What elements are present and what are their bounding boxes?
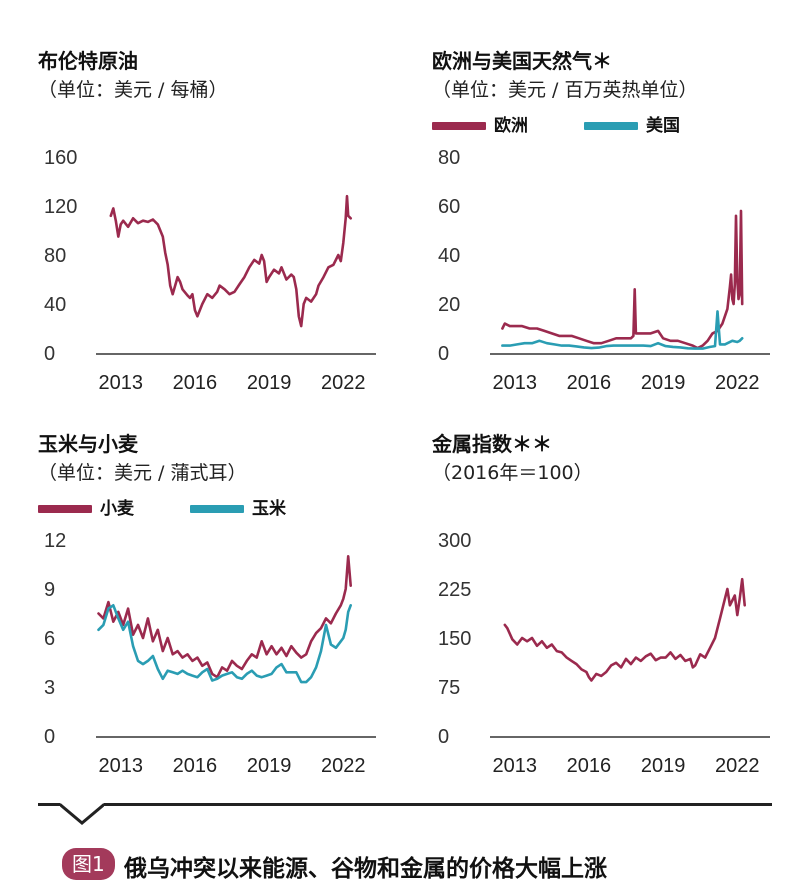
x-tick-label: 2022: [321, 755, 366, 777]
x-tick-label: 2016: [567, 372, 612, 394]
legend-label: 美国: [646, 116, 680, 136]
y-tick-label: 40: [438, 245, 460, 267]
chart-panel-gas: 欧洲与美国天然气＊ （单位：美元 / 百万英热单位） 欧洲 美国 0 20 40 60…: [432, 45, 800, 415]
legend-item-corn: 玉米: [190, 494, 286, 519]
chart-subtitle: （单位：美元 / 蒲式耳）: [38, 462, 247, 484]
chart-title: 布伦特原油: [38, 49, 138, 73]
chart-panel-grains: 玉米与小麦 （单位：美元 / 蒲式耳） 小麦 玉米 0 3 6 9 12 2013 2016…: [38, 428, 408, 798]
y-tick-label: 40: [44, 294, 66, 316]
y-tick-label: 3: [44, 677, 55, 699]
figure-badge: 图1: [62, 848, 115, 880]
chart-title: 玉米与小麦: [38, 432, 138, 456]
chart-plot: 0 3 6 9 12 2013 2016 2019 2022: [44, 530, 376, 777]
x-tick-label: 2022: [321, 372, 366, 394]
series-line-1: [501, 310, 744, 350]
x-tick-label: 2013: [98, 372, 142, 394]
chart-panel-metals: 金属指数＊＊ （2016年＝100） 0 75 150 225 300 2013 2016 2…: [432, 428, 800, 798]
y-tick-label: 150: [438, 628, 471, 650]
y-tick-label: 0: [438, 343, 449, 365]
x-tick-label: 2019: [641, 755, 686, 777]
footer-divider: [38, 803, 772, 806]
legend-item-europe: 欧洲: [432, 111, 528, 136]
series-line-0: [501, 209, 744, 350]
x-tick-label: 2013: [492, 372, 537, 394]
y-tick-label: 120: [44, 196, 77, 218]
footer-notch-icon: [60, 803, 104, 825]
chart-plot: 0 40 80 120 160 2013 2016 2019 2022: [44, 147, 376, 394]
chart-panel-brent: 布伦特原油 （单位：美元 / 每桶） 0 40 80 120 160 2013 2016 20…: [38, 45, 408, 415]
series-line-0: [97, 555, 353, 679]
y-tick-label: 225: [438, 579, 471, 601]
legend-swatch: [584, 122, 638, 130]
legend-item-us: 美国: [584, 111, 680, 136]
legend-label: 玉米: [252, 499, 286, 519]
figure-caption: 俄乌冲突以来能源、谷物和金属的价格大幅上涨: [124, 856, 607, 882]
chart-title: 欧洲与美国天然气＊: [432, 49, 612, 73]
series-line-main: [109, 194, 353, 328]
x-tick-label: 2022: [715, 755, 760, 777]
y-tick-label: 300: [438, 530, 471, 552]
y-tick-label: 160: [44, 147, 77, 169]
y-tick-label: 80: [438, 147, 460, 169]
y-tick-label: 0: [438, 726, 449, 748]
chart-subtitle: （单位：美元 / 百万英热单位）: [432, 79, 698, 101]
x-tick-label: 2016: [173, 372, 218, 394]
y-tick-label: 12: [44, 530, 66, 552]
y-tick-label: 0: [44, 726, 55, 748]
chart-plot: 0 75 150 225 300 2013 2016 2019 2022: [438, 530, 770, 777]
chart-plot: 0 20 40 60 80 2013 2016 2019 2022: [438, 147, 770, 394]
x-tick-label: 2019: [247, 372, 292, 394]
legend-swatch: [38, 505, 92, 513]
x-tick-label: 2019: [641, 372, 686, 394]
series-line-1: [97, 604, 353, 684]
y-tick-label: 20: [438, 294, 460, 316]
y-tick-label: 0: [44, 343, 55, 365]
y-tick-label: 80: [44, 245, 66, 267]
x-tick-label: 2019: [247, 755, 292, 777]
y-tick-label: 75: [438, 677, 460, 699]
x-tick-label: 2022: [715, 372, 760, 394]
x-tick-label: 2016: [567, 755, 612, 777]
legend-swatch: [190, 505, 244, 513]
chart-subtitle: （2016年＝100）: [432, 462, 593, 484]
x-tick-label: 2016: [173, 755, 218, 777]
legend-item-wheat: 小麦: [38, 494, 134, 519]
x-tick-label: 2013: [492, 755, 537, 777]
legend-swatch: [432, 122, 486, 130]
legend-label: 小麦: [100, 499, 134, 519]
chart-title: 金属指数＊＊: [432, 432, 552, 456]
y-tick-label: 6: [44, 628, 55, 650]
legend-label: 欧洲: [494, 116, 528, 136]
x-tick-label: 2013: [98, 755, 142, 777]
y-tick-label: 9: [44, 579, 55, 601]
y-tick-label: 60: [438, 196, 460, 218]
chart-subtitle: （单位：美元 / 每桶）: [38, 79, 228, 101]
series-line-main: [503, 577, 747, 682]
